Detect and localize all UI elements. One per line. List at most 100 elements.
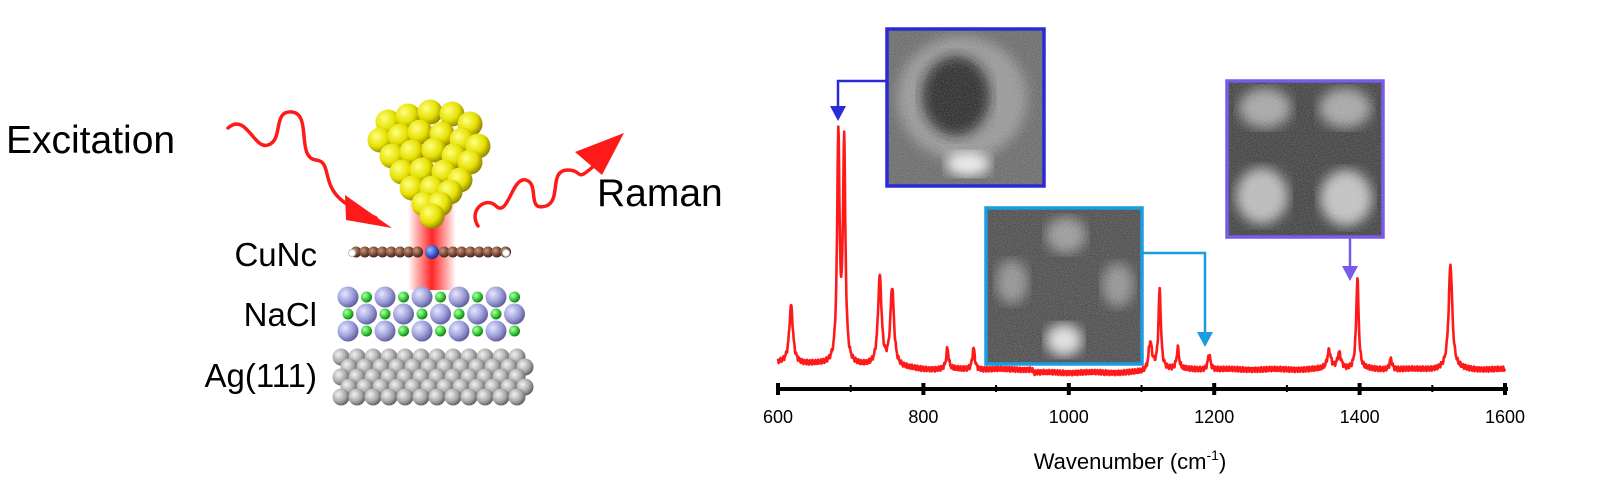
inset-map-683 <box>830 27 1046 188</box>
raman-wave <box>473 162 598 228</box>
spectrum-series-line <box>776 125 1507 377</box>
ag-atom <box>396 388 414 406</box>
carbon-atom <box>447 246 459 258</box>
x-tick-label-800: 800 <box>908 407 938 427</box>
inset-frame-1193 <box>984 206 1144 366</box>
cl-ion <box>509 325 520 337</box>
x-tick-label-1400: 1400 <box>1340 407 1380 427</box>
cunc-molecule <box>348 245 512 259</box>
gold-atom <box>417 99 443 125</box>
x-axis: 600 800 1000 1200 1400 1600 <box>763 383 1525 427</box>
na-ion <box>374 320 396 342</box>
ag-atom <box>412 388 430 406</box>
x-axis-label: Wavenumber (cm-1) <box>1034 447 1227 474</box>
ag-atom <box>476 388 494 406</box>
ag-atom <box>460 388 478 406</box>
x-tick-label-1200: 1200 <box>1194 407 1234 427</box>
ag-atom <box>348 388 366 406</box>
inset-arrowhead-1193 <box>1197 332 1213 347</box>
inset-connector-683 <box>836 79 887 110</box>
cl-ion <box>509 291 520 303</box>
ag-atom <box>492 388 510 406</box>
na-ion <box>448 286 470 308</box>
carbon-atom <box>412 246 424 258</box>
cl-ion <box>472 325 483 337</box>
x-tick-label-1000: 1000 <box>1049 407 1089 427</box>
carbon-atom <box>473 246 485 258</box>
inset-map-1193 <box>984 206 1213 366</box>
na-ion <box>337 320 359 342</box>
carbon-atom <box>438 246 450 258</box>
inset-connector-1193 <box>1142 251 1207 336</box>
gold-atom <box>419 203 445 229</box>
ag-atom <box>380 388 398 406</box>
na-ion <box>485 320 507 342</box>
ag-atom <box>508 388 526 406</box>
tern-schematic: Excitation Raman CuNc NaCl Ag(111) <box>6 99 723 406</box>
excitation-wave <box>226 110 378 220</box>
ag-atom <box>332 388 350 406</box>
cl-ion <box>361 325 372 337</box>
cl-ion <box>435 291 446 303</box>
cl-ion <box>435 325 446 337</box>
gold-tip <box>367 99 491 229</box>
carbon-atom <box>464 246 476 258</box>
hydrogen-atom <box>348 249 356 257</box>
excitation-label: Excitation <box>6 119 175 162</box>
nacl-layer <box>337 286 525 342</box>
cl-ion <box>361 291 372 303</box>
carbon-atom <box>482 246 494 258</box>
carbon-atom <box>385 246 397 258</box>
cl-ion <box>398 291 409 303</box>
carbon-atom <box>359 246 371 258</box>
raman-spectrum-chart: 600 800 1000 1200 1400 1600 Wavenumber (cm-1) <box>763 27 1525 474</box>
copper-atom <box>425 245 439 259</box>
layer-label-cunc: CuNc <box>234 236 317 273</box>
inset-map-1397 <box>1225 79 1385 281</box>
raman-label: Raman <box>597 172 723 215</box>
na-ion <box>485 286 507 308</box>
cl-ion <box>453 308 465 320</box>
x-tick-label-600: 600 <box>763 407 793 427</box>
carbon-atom <box>456 246 468 258</box>
ag-substrate <box>332 348 534 406</box>
na-ion <box>374 286 396 308</box>
na-ion <box>430 303 451 325</box>
carbon-atom <box>394 246 406 258</box>
x-axis-label-superscript: -1 <box>1207 447 1220 463</box>
carbon-atom <box>368 246 380 258</box>
na-ion <box>337 286 359 308</box>
carbon-atom <box>403 246 415 258</box>
ag-atom <box>364 388 382 406</box>
x-axis-label-close: ) <box>1219 449 1226 474</box>
cl-ion <box>490 308 502 320</box>
cl-ion <box>472 291 483 303</box>
gold-atom <box>407 119 433 145</box>
na-ion <box>356 303 377 325</box>
layer-label-ag111: Ag(111) <box>204 357 317 394</box>
cl-ion <box>398 325 409 337</box>
cl-ion <box>379 308 391 320</box>
inset-frame-1397 <box>1225 79 1385 239</box>
hydrogen-atom <box>502 249 510 257</box>
na-ion <box>504 303 525 325</box>
raman-arrowhead <box>575 133 624 175</box>
cl-ion <box>342 308 354 320</box>
inset-frame-683 <box>885 27 1046 188</box>
na-ion <box>467 303 488 325</box>
excitation-arrowhead <box>345 195 392 228</box>
inset-arrowhead-683 <box>830 106 846 121</box>
gold-atom <box>421 137 447 163</box>
layer-label-nacl: NaCl <box>244 296 317 333</box>
carbon-atom <box>491 246 503 258</box>
x-tick-label-1600: 1600 <box>1485 407 1525 427</box>
carbon-atom <box>376 246 388 258</box>
ag-atom <box>428 388 446 406</box>
na-ion <box>411 286 433 308</box>
cl-ion <box>416 308 428 320</box>
ag-atom <box>444 388 462 406</box>
na-ion <box>393 303 414 325</box>
na-ion <box>448 320 470 342</box>
inset-arrowhead-1397 <box>1342 266 1358 281</box>
